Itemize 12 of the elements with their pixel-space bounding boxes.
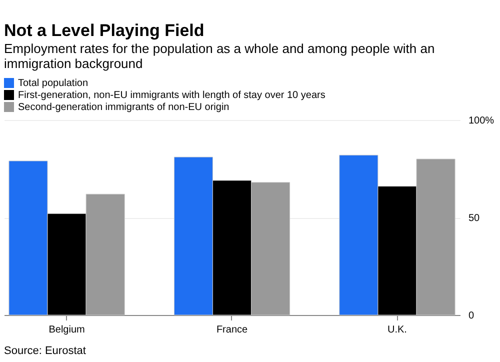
y-tick-label: 0: [468, 310, 474, 322]
x-tick-label: U.K.: [387, 324, 407, 336]
chart-subtitle: Employment rates for the population as a whole and among people with an immigration background: [4, 41, 435, 71]
source-note: Source: Eurostat: [4, 345, 86, 357]
y-tick-label: 50: [468, 213, 480, 224]
legend-label: Total population: [18, 78, 88, 89]
x-tick-label: Belgium: [48, 324, 85, 336]
chart-title: Not a Level Playing Field: [4, 21, 204, 40]
y-tick-label: 100%: [468, 116, 494, 126]
legend-label: First-generation, non-EU immigrants with length of stay over 10 years: [18, 90, 326, 101]
legend-label: Second-generation immigrants of non-EU origin: [18, 102, 230, 113]
x-tick-label: France: [216, 324, 248, 336]
